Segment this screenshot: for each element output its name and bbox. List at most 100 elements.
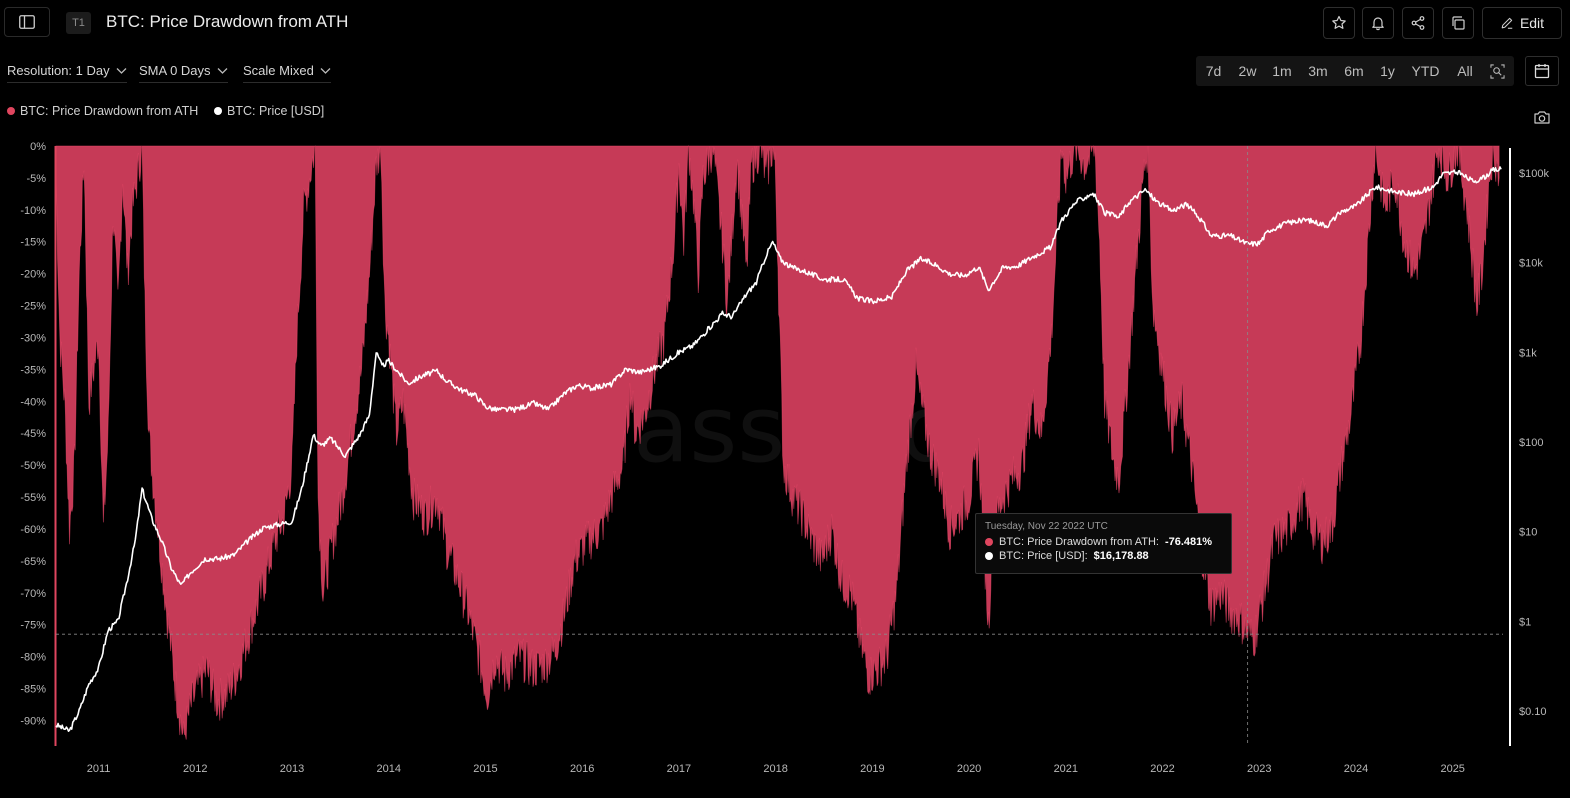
y-left-tick-label: -70%: [20, 588, 46, 600]
tooltip-value: $16,178.88: [1093, 550, 1149, 562]
legend-item-price[interactable]: BTC: Price [USD]: [214, 104, 324, 118]
x-tick-label: 2016: [570, 763, 594, 775]
y-right-tick-label: $10k: [1519, 258, 1543, 270]
zoom-area-icon: [1489, 63, 1505, 79]
y-left-tick-label: -90%: [20, 715, 46, 727]
x-tick-label: 2018: [763, 763, 787, 775]
tooltip-date: Tuesday, Nov 22 2022 UTC: [985, 521, 1108, 532]
star-icon: [1332, 15, 1346, 29]
y-left-tick-label: -40%: [20, 396, 46, 408]
y-axis-right: $100k $10k $1k $100 $10 $1 $0.10: [1519, 168, 1549, 718]
y-left-tick-label: -30%: [20, 332, 46, 344]
range-6m-button[interactable]: 6m: [1344, 63, 1364, 79]
copy-icon: [1452, 16, 1465, 30]
y-left-tick-label: -50%: [20, 460, 46, 472]
scale-dropdown[interactable]: Scale Mixed: [243, 63, 331, 83]
y-left-tick-label: -25%: [20, 301, 46, 313]
y-left-tick-label: 0%: [30, 141, 46, 153]
y-left-tick-label: -60%: [20, 524, 46, 536]
x-tick-label: 2017: [667, 763, 691, 775]
y-left-tick-label: -85%: [20, 684, 46, 696]
chart-area[interactable]: glassnode 0%-5%-10%-15%-20%-25%-30%-35%-…: [0, 136, 1570, 781]
range-1m-button[interactable]: 1m: [1272, 63, 1292, 79]
chevron-down-icon: [116, 67, 127, 74]
range-ytd-button[interactable]: YTD: [1411, 63, 1440, 79]
page-title: BTC: Price Drawdown from ATH: [106, 12, 349, 31]
calendar-icon: [1534, 64, 1550, 79]
x-tick-label: 2025: [1440, 763, 1464, 775]
x-tick-label: 2019: [860, 763, 884, 775]
x-tick-label: 2015: [473, 763, 497, 775]
y-right-tick-label: $1k: [1519, 347, 1537, 359]
edit-label: Edit: [1519, 15, 1545, 31]
sma-label: SMA 0 Days: [139, 63, 211, 78]
x-tick-label: 2012: [183, 763, 207, 775]
resolution-dropdown[interactable]: Resolution: 1 Day: [7, 63, 127, 83]
x-tick-label: 2024: [1344, 763, 1368, 775]
y-right-tick-label: $10: [1519, 527, 1537, 539]
time-range-group: 7d 2w 1m 3m 6m 1y YTD All: [1196, 56, 1514, 86]
y-left-tick-label: -45%: [20, 428, 46, 440]
drawdown-area: [55, 144, 1500, 740]
y-left-tick-label: -10%: [20, 205, 46, 217]
bell-icon: [1372, 17, 1384, 31]
range-3m-button[interactable]: 3m: [1308, 63, 1328, 79]
legend-label: BTC: Price [USD]: [227, 104, 325, 118]
y-left-tick-label: -80%: [20, 652, 46, 664]
x-tick-label: 2014: [376, 763, 400, 775]
sma-dropdown[interactable]: SMA 0 Days: [139, 63, 228, 83]
calendar-button[interactable]: [1525, 56, 1559, 86]
chevron-down-icon: [217, 67, 227, 74]
y-left-tick-label: -35%: [20, 364, 46, 376]
sidebar-toggle-button[interactable]: [4, 7, 50, 37]
legend-label: BTC: Price Drawdown from ATH: [20, 104, 199, 118]
range-7d-button[interactable]: 7d: [1205, 63, 1222, 79]
y-left-tick-label: -5%: [26, 173, 46, 185]
tier-badge: T1: [66, 12, 91, 34]
x-tick-label: 2011: [87, 763, 111, 775]
y-left-tick-label: -20%: [20, 269, 46, 281]
scale-label: Scale Mixed: [243, 63, 314, 78]
screenshot-button[interactable]: [1533, 109, 1551, 125]
legend-dot: [214, 107, 222, 115]
tooltip-dot: [985, 552, 993, 560]
x-tick-label: 2020: [957, 763, 981, 775]
header: T1 BTC: Price Drawdown from ATH Edit: [0, 0, 1570, 46]
legend-item-drawdown[interactable]: BTC: Price Drawdown from ATH: [7, 104, 198, 118]
range-2w-button[interactable]: 2w: [1238, 63, 1257, 79]
x-tick-label: 2021: [1054, 763, 1078, 775]
y-left-tick-label: -65%: [20, 556, 46, 568]
tooltip-row-price: BTC: Price [USD]: $16,178.88: [985, 550, 1222, 562]
legend-dot: [7, 107, 15, 115]
pencil-icon: [1501, 17, 1513, 29]
copy-button[interactable]: [1442, 7, 1474, 39]
range-all-button[interactable]: All: [1457, 63, 1473, 79]
x-tick-label: 2022: [1150, 763, 1174, 775]
y-left-tick-label: -75%: [20, 620, 46, 632]
x-tick-label: 2013: [280, 763, 304, 775]
y-right-tick-label: $0.10: [1519, 706, 1547, 718]
favorite-button[interactable]: [1323, 7, 1355, 39]
tooltip-label: BTC: Price [USD]:: [999, 550, 1088, 562]
zoom-select-button[interactable]: [1482, 56, 1512, 86]
range-1y-button[interactable]: 1y: [1380, 63, 1395, 79]
y-left-tick-label: -15%: [20, 237, 46, 249]
resolution-label: Resolution: 1 Day: [7, 63, 110, 78]
tooltip-label: BTC: Price Drawdown from ATH:: [999, 536, 1159, 548]
share-button[interactable]: [1402, 7, 1434, 39]
chevron-down-icon: [320, 67, 331, 74]
y-right-tick-label: $100: [1519, 437, 1543, 449]
sidebar-icon: [19, 15, 35, 29]
alert-button[interactable]: [1362, 7, 1394, 39]
x-axis: 2011 2012 2013 2014 2015 2016 2017 2018 2019 2020…: [87, 763, 1465, 775]
y-axis-left: 0% -5% -10% -15% -20% -25% -30% -35% -40% -45% -50…: [20, 141, 46, 727]
y-right-tick-label: $1: [1519, 616, 1531, 628]
tooltip-value: -76.481%: [1164, 536, 1213, 548]
chart-tooltip: Tuesday, Nov 22 2022 UTC BTC: Price Draw…: [975, 513, 1232, 574]
plot-area: [54, 144, 1511, 746]
camera-icon: [1534, 111, 1550, 124]
tooltip-dot: [985, 538, 993, 546]
price-line: [55, 166, 1502, 732]
edit-button[interactable]: Edit: [1482, 7, 1562, 39]
tooltip-row-drawdown: BTC: Price Drawdown from ATH: -76.481%: [985, 536, 1222, 548]
